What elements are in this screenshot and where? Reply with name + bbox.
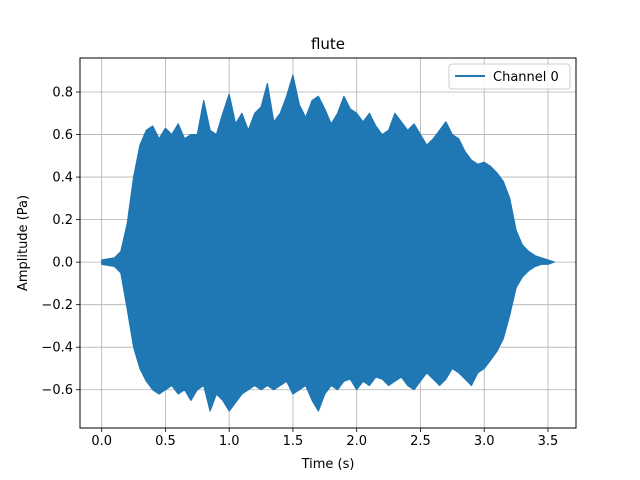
x-tick-label: 3.0 [474, 434, 495, 449]
y-tick-label: 0.2 [52, 213, 73, 228]
legend: Channel 0 [448, 63, 571, 90]
x-tick-label: 1.0 [219, 434, 240, 449]
y-tick-label: −0.6 [41, 383, 73, 398]
x-tick-label: 1.5 [283, 434, 304, 449]
y-tick-label: −0.4 [41, 341, 73, 356]
x-tick-label: 0.5 [155, 434, 176, 449]
plot-frame [79, 57, 577, 429]
y-axis-label: Amplitude (Pa) [16, 195, 31, 291]
x-tick-label: 0.0 [91, 434, 112, 449]
x-tick-label: 2.5 [410, 434, 431, 449]
y-tick-label: 0.4 [52, 171, 73, 186]
y-tick-label: 0.8 [52, 86, 73, 101]
series-layer [101, 74, 555, 412]
y-tick-label: −0.2 [41, 298, 73, 313]
chart-title: flute [311, 35, 345, 53]
legend-label-channel-0: Channel 0 [493, 70, 559, 85]
axis-ticks: 0.0 0.5 1.0 1.5 2.0 2.5 3.0 3.5 −0.6 −0.4 −0.2 0.0 0… [41, 86, 558, 449]
series-channel-0-waveform [101, 74, 555, 412]
legend-box [448, 63, 571, 90]
y-tick-label: 0.0 [52, 256, 73, 271]
x-tick-label: 3.5 [538, 434, 559, 449]
x-tick-label: 2.0 [346, 434, 367, 449]
x-axis-label: Time (s) [301, 457, 355, 472]
y-tick-label: 0.6 [52, 128, 73, 143]
